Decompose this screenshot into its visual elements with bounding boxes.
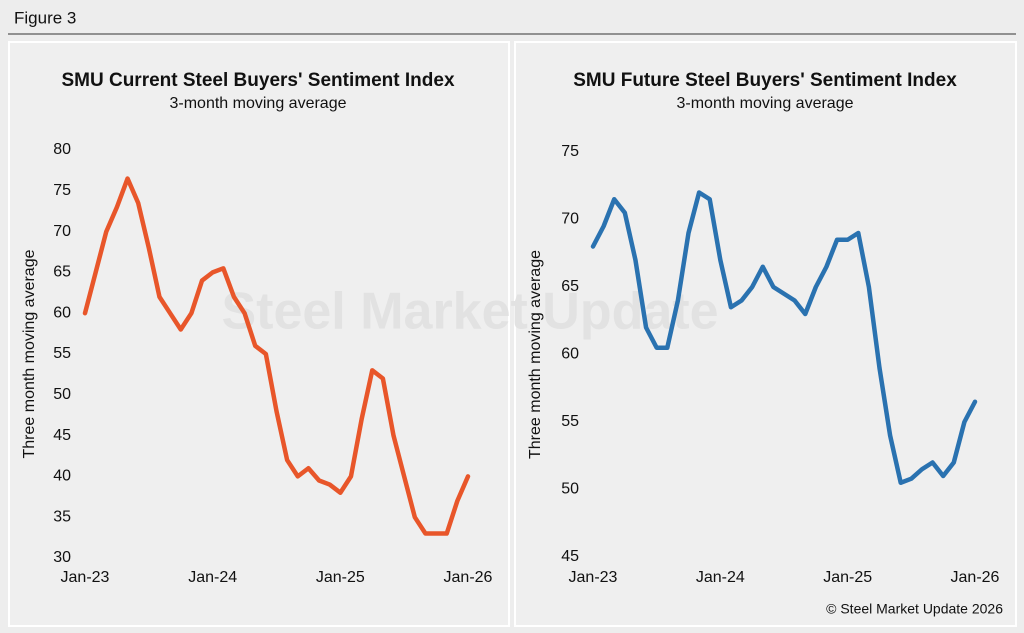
- watermark: Steel Market Update: [221, 283, 718, 341]
- y-tick-label: 60: [561, 346, 579, 363]
- panel: [8, 41, 510, 627]
- chart-subtitle: 3-month moving average: [677, 95, 854, 112]
- chart-title: SMU Current Steel Buyers' Sentiment Inde…: [61, 70, 454, 91]
- chart-subtitle: 3-month moving average: [170, 95, 347, 112]
- y-axis-label: Three month moving average: [527, 250, 544, 459]
- y-tick-label: 75: [53, 182, 71, 199]
- header: [8, 5, 1016, 33]
- x-tick-label: Jan-24: [696, 569, 745, 586]
- y-tick-label: 35: [53, 508, 71, 525]
- y-axis-label: Three month moving average: [21, 249, 38, 458]
- y-tick-label: 40: [53, 468, 71, 485]
- y-tick-label: 50: [53, 386, 71, 403]
- y-tick-label: 75: [561, 143, 579, 160]
- x-tick-label: Jan-23: [569, 569, 618, 586]
- y-tick-label: 80: [53, 141, 71, 158]
- x-tick-label: Jan-23: [61, 569, 110, 586]
- chart-title: SMU Future Steel Buyers' Sentiment Index: [573, 70, 957, 91]
- y-tick-label: 60: [53, 304, 71, 321]
- y-tick-label: 65: [561, 278, 579, 295]
- y-tick-label: 70: [561, 211, 579, 228]
- x-tick-label: Jan-26: [444, 569, 493, 586]
- y-tick-label: 70: [53, 223, 71, 240]
- y-tick-label: 45: [53, 427, 71, 444]
- y-tick-label: 50: [561, 481, 579, 498]
- y-tick-label: 45: [561, 548, 579, 565]
- y-tick-label: 65: [53, 264, 71, 281]
- figure-label: Figure 3: [14, 8, 76, 27]
- y-tick-label: 55: [561, 413, 579, 430]
- y-tick-label: 30: [53, 549, 71, 566]
- line: [590, 190, 978, 485]
- panel: [514, 41, 1017, 627]
- x-tick-label: Jan-25: [316, 569, 365, 586]
- source: © Steel Market Update 2026: [826, 601, 1003, 617]
- x-tick-label: Jan-25: [823, 569, 872, 586]
- x-tick-label: Jan-26: [951, 569, 1000, 586]
- x-tick-label: Jan-24: [188, 569, 237, 586]
- line: [82, 176, 471, 536]
- y-tick-label: 55: [53, 345, 71, 362]
